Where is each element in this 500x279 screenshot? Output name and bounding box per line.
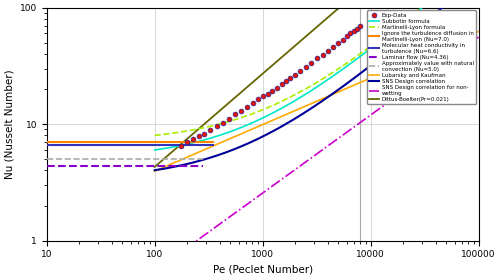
Exp-Data — [338, 37, 346, 42]
Exp-Data — [264, 91, 272, 96]
Line: Lubarsky and Kaufman: Lubarsky and Kaufman — [154, 32, 478, 171]
SNS Design correlation for non-
wetting — [476, 35, 482, 39]
Exp-Data — [200, 131, 208, 136]
Subbotin formula — [340, 68, 346, 71]
Approximately value with natural
convection (Nu=5.0) — [44, 157, 50, 161]
Exp-Data — [319, 52, 327, 57]
Exp-Data — [296, 69, 304, 73]
Exp-Data — [249, 101, 257, 105]
Exp-Data — [353, 27, 361, 31]
Martinelli-Lyon formula — [348, 58, 354, 62]
Subbotin formula — [348, 61, 354, 65]
Line: SNS Design correlation: SNS Design correlation — [154, 0, 478, 170]
Ignore the turbulence diffusion in
Martinelli-Lyon (Nu=7.0) — [210, 140, 216, 144]
Exp-Data — [259, 94, 267, 98]
Dittus-Boelter(Pr=0.021) — [172, 148, 177, 151]
Exp-Data — [177, 144, 185, 148]
SNS Design correlation — [348, 79, 354, 82]
SNS Design correlation for non-
wetting — [340, 133, 346, 136]
Exp-Data — [350, 29, 358, 33]
Exp-Data — [232, 112, 239, 117]
Exp-Data — [307, 61, 315, 65]
Lubarsky and Kaufman — [172, 161, 177, 164]
Line: Subbotin formula: Subbotin formula — [154, 0, 478, 150]
SNS Design correlation — [340, 85, 346, 88]
Exp-Data — [225, 117, 233, 121]
Martinelli-Lyon formula — [152, 134, 158, 137]
Legend: Exp-Data, Subbotin formula, Martinelli-Lyon formula, Ignore the turbulence diffu: Exp-Data, Subbotin formula, Martinelli-L… — [367, 10, 476, 104]
X-axis label: Pe (Peclet Number): Pe (Peclet Number) — [212, 265, 312, 275]
Line: Martinelli-Lyon formula: Martinelli-Lyon formula — [154, 0, 478, 135]
Subbotin formula — [152, 148, 158, 152]
Lubarsky and Kaufman — [152, 170, 158, 173]
Lubarsky and Kaufman — [398, 64, 404, 67]
SNS Design correlation — [430, 13, 436, 16]
Exp-Data — [286, 75, 294, 80]
Exp-Data — [188, 137, 196, 141]
SNS Design correlation — [358, 71, 364, 74]
Exp-Data — [273, 85, 281, 90]
Y-axis label: Nu (Nusselt Number): Nu (Nusselt Number) — [4, 69, 14, 179]
Exp-Data — [330, 45, 338, 49]
Subbotin formula — [398, 23, 404, 27]
Martinelli-Lyon formula — [358, 52, 364, 55]
Lubarsky and Kaufman — [358, 80, 364, 84]
Line: Dittus-Boelter(Pr=0.021): Dittus-Boelter(Pr=0.021) — [154, 0, 478, 167]
Molecular heat conductivity in
turbulence (Nu=6.6) — [210, 143, 216, 147]
Exp-Data — [268, 89, 276, 94]
Dittus-Boelter(Pr=0.021) — [340, 3, 346, 6]
SNS Design correlation for non-
wetting — [218, 221, 224, 225]
Laminar flow (Nu=4.36) — [44, 164, 50, 168]
Exp-Data — [292, 73, 300, 77]
SNS Design correlation for non-
wetting — [234, 210, 240, 213]
Exp-Data — [324, 49, 332, 53]
Martinelli-Lyon formula — [172, 131, 177, 135]
Lubarsky and Kaufman — [476, 30, 482, 33]
Exp-Data — [242, 105, 250, 110]
Molecular heat conductivity in
turbulence (Nu=6.6) — [44, 143, 50, 147]
Exp-Data — [206, 128, 214, 132]
Martinelli-Lyon formula — [398, 22, 404, 25]
SNS Design correlation — [152, 169, 158, 172]
Dittus-Boelter(Pr=0.021) — [152, 165, 158, 169]
Laminar flow (Nu=4.36) — [200, 164, 206, 168]
Lubarsky and Kaufman — [340, 88, 346, 92]
Exp-Data — [237, 109, 245, 114]
Exp-Data — [314, 56, 322, 61]
Exp-Data — [212, 124, 220, 128]
Exp-Data — [282, 78, 290, 83]
Exp-Data — [346, 31, 354, 36]
Lubarsky and Kaufman — [430, 49, 436, 52]
Exp-Data — [194, 134, 202, 138]
Exp-Data — [183, 140, 191, 144]
SNS Design correlation for non-
wetting — [388, 98, 394, 102]
Line: SNS Design correlation for non-
wetting: SNS Design correlation for non- wetting — [46, 37, 478, 279]
Lubarsky and Kaufman — [348, 85, 354, 88]
Exp-Data — [278, 82, 286, 86]
Subbotin formula — [172, 145, 177, 148]
Exp-Data — [356, 24, 364, 28]
Exp-Data — [334, 40, 342, 45]
Exp-Data — [342, 34, 350, 38]
Ignore the turbulence diffusion in
Martinelli-Lyon (Nu=7.0) — [44, 140, 50, 144]
Exp-Data — [254, 97, 262, 102]
SNS Design correlation — [172, 165, 177, 169]
SNS Design correlation — [398, 40, 404, 44]
Exp-Data — [302, 64, 310, 69]
Subbotin formula — [358, 54, 364, 57]
SNS Design correlation for non-
wetting — [380, 104, 386, 107]
Martinelli-Lyon formula — [340, 64, 346, 68]
Exp-Data — [218, 120, 226, 125]
Approximately value with natural
convection (Nu=5.0) — [200, 157, 206, 161]
